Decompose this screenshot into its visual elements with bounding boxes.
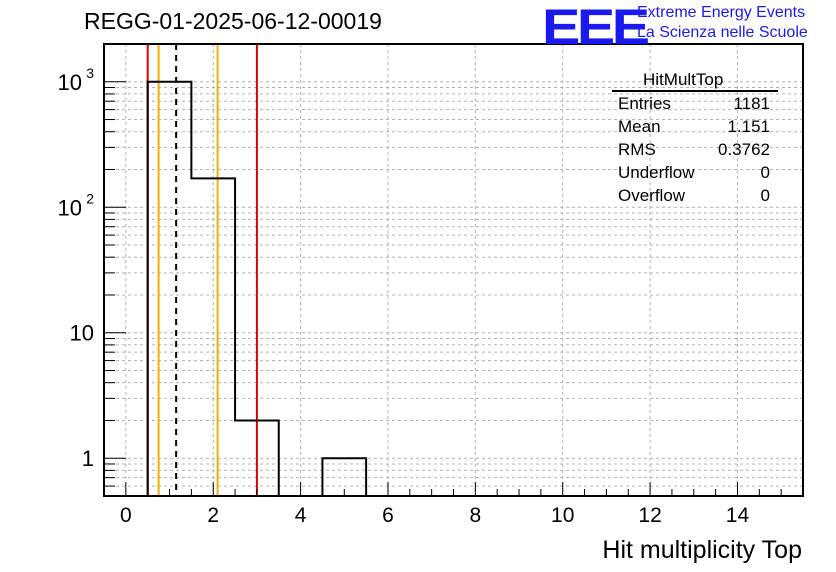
histogram-layer bbox=[146, 80, 368, 497]
x-tick-label: 8 bbox=[470, 504, 482, 527]
stats-label-underflow: Underflow bbox=[618, 163, 695, 182]
histogram-bin bbox=[148, 82, 192, 496]
stats-value-underflow: 0 bbox=[760, 163, 770, 182]
x-tick-label: 4 bbox=[295, 504, 307, 527]
x-tick-label: 6 bbox=[382, 504, 394, 527]
logo-line-1: Extreme Energy Events bbox=[637, 4, 806, 21]
x-tick-label: 0 bbox=[120, 504, 132, 527]
histogram-bin bbox=[191, 178, 235, 496]
stats-label-entries: Entries bbox=[618, 94, 671, 113]
y-tick-label: 10 bbox=[58, 195, 82, 220]
y-tick-exponent: 2 bbox=[86, 190, 94, 206]
x-axis-title: Hit multiplicity Top bbox=[602, 536, 802, 564]
x-tick-label: 10 bbox=[551, 504, 574, 527]
run-title: REGG-01-2025-06-12-00019 bbox=[84, 8, 382, 34]
y-tick-label: 10 bbox=[70, 321, 94, 346]
logo-line-2: La Scienza nelle Scuole bbox=[637, 24, 808, 41]
y-tick-label: 10 bbox=[58, 70, 82, 95]
stats-title: HitMultTop bbox=[643, 70, 724, 89]
x-tick-label: 14 bbox=[726, 504, 750, 527]
stats-label-mean: Mean bbox=[618, 117, 661, 136]
axis-ticks bbox=[104, 43, 782, 497]
x-tick-label: 2 bbox=[207, 504, 219, 527]
y-tick-label: 1 bbox=[82, 446, 94, 471]
stats-value-mean: 1.151 bbox=[727, 117, 770, 136]
stats-value-overflow: 0 bbox=[760, 186, 770, 205]
x-tick-label: 12 bbox=[638, 504, 661, 527]
grid-layer bbox=[104, 43, 803, 497]
histogram-outline bbox=[146, 80, 368, 497]
stats-divider bbox=[612, 90, 778, 92]
stats-label-overflow: Overflow bbox=[618, 186, 686, 205]
y-tick-exponent: 3 bbox=[86, 65, 94, 81]
stats-value-entries: 1181 bbox=[733, 94, 770, 113]
stats-value-rms: 0.3762 bbox=[718, 140, 770, 159]
histogram-bin bbox=[235, 420, 279, 496]
eee-logo: EEE bbox=[542, 0, 650, 55]
stats-label-rms: RMS bbox=[618, 140, 656, 159]
